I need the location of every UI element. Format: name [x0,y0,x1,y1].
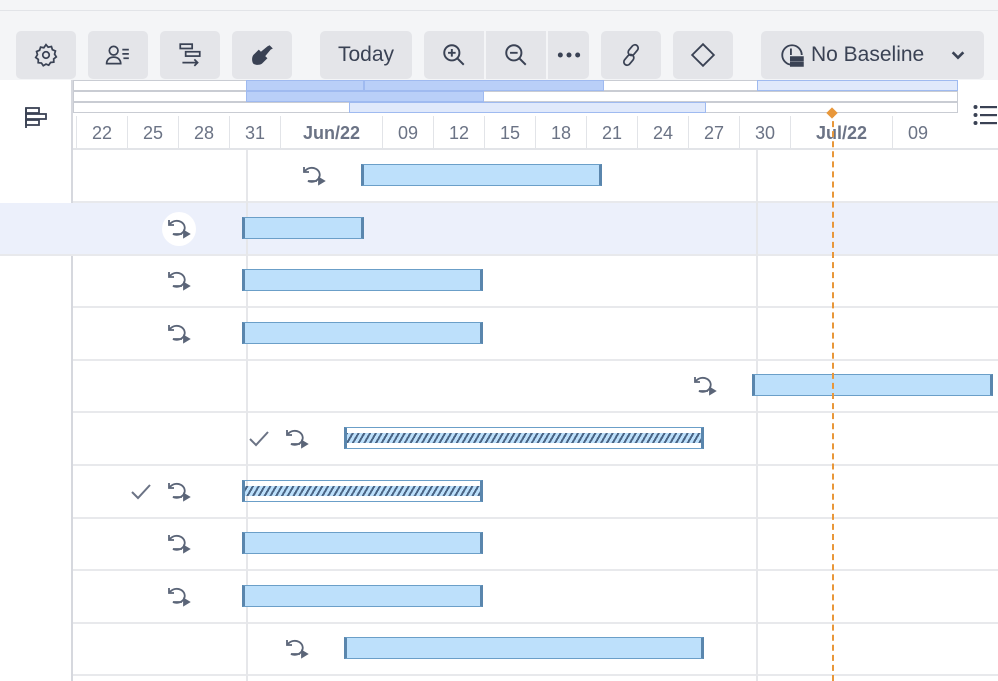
timeline-tick: 31 [229,116,280,148]
cleanup-button[interactable] [232,31,292,79]
recurrence-icon[interactable] [164,266,194,296]
task-row[interactable] [0,202,998,256]
timeline-tick: 12 [433,116,484,148]
check-icon [244,424,274,454]
timeline-tick: Jul/22 [790,116,892,148]
overview-bar [246,91,484,102]
link-icon [622,43,640,67]
recurrence-icon[interactable] [164,319,194,349]
recurrence-icon[interactable] [164,529,194,559]
task-row[interactable] [73,360,998,414]
project-start-line [246,150,248,681]
timeline-tick: 24 [637,116,688,148]
timeline-tick: 27 [688,116,739,148]
recurrence-icon[interactable] [164,582,194,612]
task-row[interactable] [73,518,998,572]
timeline-header: 22 25 28 31 Jun/22 09 12 15 18 21 24 27 30 Jul/22 09 [73,80,958,150]
baseline-dropdown[interactable]: No Baseline [761,31,984,79]
timeline-tick: Jun/22 [280,116,382,148]
recurrence-icon[interactable] [164,477,194,507]
task-row[interactable] [73,255,998,309]
timeline-tick: 15 [484,116,535,148]
milestone-button[interactable] [673,31,733,79]
zoom-out-button[interactable] [486,31,546,79]
column-toggle[interactable] [958,80,998,150]
task-row[interactable] [73,623,998,677]
task-bar[interactable] [242,479,483,502]
overview-bar [757,80,958,91]
task-bar[interactable] [344,427,704,449]
task-bar[interactable] [242,532,483,555]
check-icon [126,477,156,507]
task-row[interactable] [73,308,998,361]
timeline-tick: 28 [178,116,229,148]
task-row[interactable] [73,466,998,519]
timeline-tick: 18 [535,116,586,148]
left-panel [0,80,73,681]
shovel-icon [252,45,273,65]
more-icon [557,52,580,58]
auto-schedule-button[interactable] [160,31,220,79]
timeline-tick: 25 [127,116,178,148]
task-bar[interactable] [752,374,993,397]
gear-icon [34,43,58,67]
today-label: Today [337,43,395,66]
zoom-in-button[interactable] [424,31,484,79]
task-bar[interactable] [242,321,483,344]
task-row[interactable] [73,571,998,624]
chevron-down-icon [951,51,965,60]
task-bar[interactable] [361,164,602,186]
task-bar[interactable] [344,637,704,660]
task-row[interactable] [73,150,998,203]
period-line [756,150,758,681]
resources-button[interactable] [88,31,148,79]
recurrence-icon[interactable] [299,161,329,191]
task-bar[interactable] [242,269,483,292]
task-bar[interactable] [242,216,364,239]
more-button[interactable] [548,31,589,79]
overview-bar [364,80,604,91]
today-button[interactable]: Today [320,31,412,79]
gantt-icon[interactable] [24,106,48,130]
user-list-icon [105,45,129,65]
task-bar[interactable] [242,584,483,607]
recurrence-icon[interactable] [690,371,720,401]
timeline-tick: 22 [76,116,127,148]
overview-bar [246,80,364,91]
link-button[interactable] [601,31,661,79]
gantt-arrow-icon [179,43,201,67]
timeline-tick: 21 [586,116,637,148]
baseline-label: No Baseline [811,43,925,66]
diamond-icon [690,42,716,68]
today-marker [825,107,838,681]
overview-bar [349,102,706,113]
recurrence-icon[interactable] [162,211,196,246]
timeline-tick: 30 [739,116,790,148]
settings-button[interactable] [16,31,76,79]
recurrence-icon[interactable] [282,424,312,454]
list-icon [973,105,997,125]
task-row[interactable] [73,413,998,466]
zoom-out-icon [505,44,527,66]
timeline-tick: 09 [892,116,943,148]
recurrence-icon[interactable] [282,634,312,664]
timeline-tick: 09 [382,116,433,148]
zoom-in-icon [443,44,465,66]
toolbar: Today No Baseline [0,0,998,80]
baseline-clock-icon [781,44,804,67]
